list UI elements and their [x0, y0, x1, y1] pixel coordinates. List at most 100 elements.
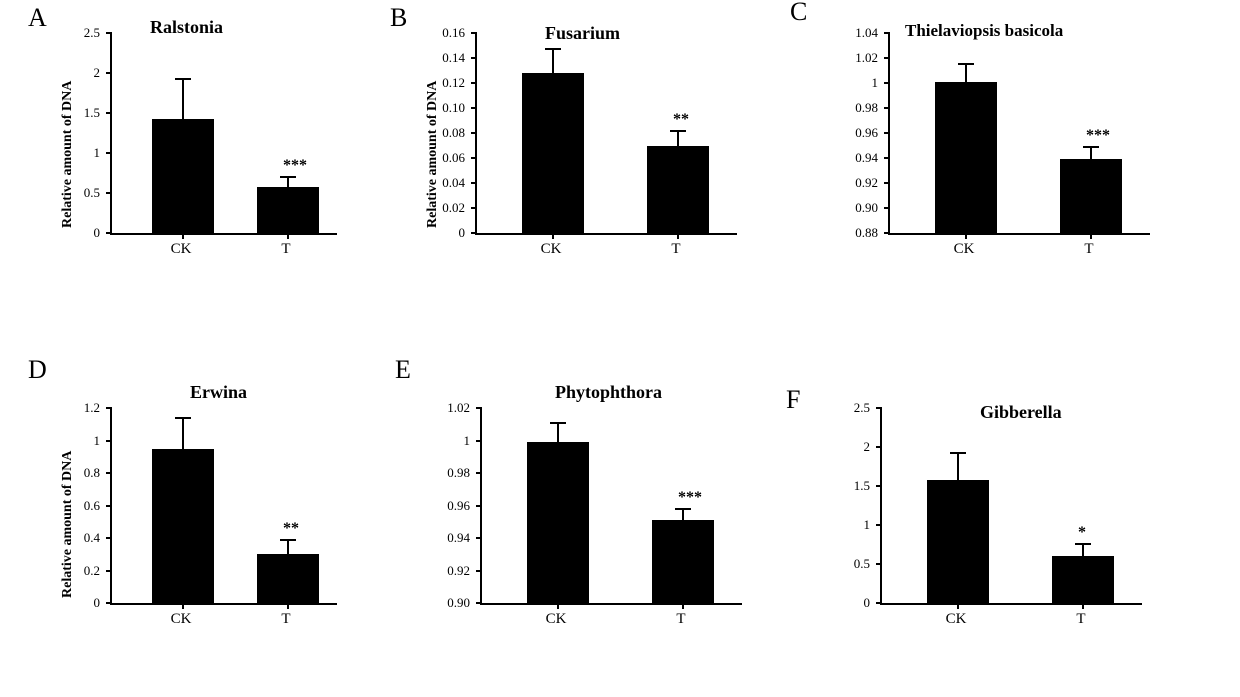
y-tick — [884, 157, 890, 159]
x-tick-label: CK — [536, 611, 576, 628]
error-cap — [175, 417, 191, 419]
panel-letter: B — [390, 3, 407, 33]
y-tick — [471, 207, 477, 209]
bar-t — [647, 146, 709, 234]
y-tick — [106, 505, 112, 507]
y-tick-label: 2.5 — [60, 25, 100, 41]
y-tick — [476, 440, 482, 442]
error-bar — [677, 131, 679, 146]
y-tick-label: 1.04 — [838, 25, 878, 41]
y-tick — [106, 32, 112, 34]
y-tick — [876, 446, 882, 448]
y-tick — [476, 602, 482, 604]
x-tick-label: T — [656, 241, 696, 258]
panel-letter: F — [786, 385, 800, 415]
y-tick — [106, 570, 112, 572]
x-tick-label: CK — [531, 241, 571, 258]
error-bar — [287, 177, 289, 187]
bar-ck — [527, 442, 589, 603]
error-cap — [670, 130, 686, 132]
error-bar — [182, 79, 184, 119]
y-tick — [471, 132, 477, 134]
error-bar — [552, 49, 554, 73]
y-tick-label: 1.5 — [830, 478, 870, 494]
y-tick-label: 0.10 — [425, 100, 465, 116]
y-tick-label: 1.2 — [60, 400, 100, 416]
x-tick — [552, 233, 554, 239]
y-tick-label: 0.92 — [430, 563, 470, 579]
error-cap — [950, 452, 966, 454]
y-tick-label: 0.06 — [425, 150, 465, 166]
y-tick-label: 0.98 — [430, 465, 470, 481]
panel-letter: C — [790, 0, 807, 27]
y-tick — [884, 32, 890, 34]
y-tick — [106, 192, 112, 194]
error-cap — [280, 176, 296, 178]
y-tick-label: 1 — [60, 145, 100, 161]
error-bar — [1090, 147, 1092, 160]
y-tick — [476, 505, 482, 507]
x-tick-label: CK — [944, 241, 984, 258]
bar-t — [1060, 159, 1122, 233]
error-cap — [550, 422, 566, 424]
x-tick — [182, 603, 184, 609]
error-cap — [1075, 543, 1091, 545]
y-tick — [884, 57, 890, 59]
y-tick — [106, 232, 112, 234]
x-tick-label: T — [1069, 241, 1109, 258]
x-tick-label: CK — [161, 611, 201, 628]
bar-ck — [152, 449, 214, 603]
significance-marker: * — [1078, 524, 1086, 542]
plot-area: ** — [110, 408, 337, 605]
y-tick — [876, 407, 882, 409]
y-tick-label: 0.08 — [425, 125, 465, 141]
y-tick — [884, 207, 890, 209]
figure-container: ARalstonia***Relative amount of DNA00.51… — [0, 0, 1240, 697]
error-bar — [965, 64, 967, 82]
x-tick — [965, 233, 967, 239]
error-cap — [175, 78, 191, 80]
y-tick-label: 1 — [60, 433, 100, 449]
y-tick-label: 0.4 — [60, 530, 100, 546]
significance-marker: ** — [283, 520, 299, 538]
bar-t — [257, 554, 319, 603]
plot-area: *** — [480, 408, 742, 605]
y-tick — [876, 524, 882, 526]
y-tick — [471, 157, 477, 159]
error-bar — [682, 509, 684, 520]
y-tick — [471, 182, 477, 184]
y-tick — [476, 537, 482, 539]
x-tick — [957, 603, 959, 609]
error-cap — [958, 63, 974, 65]
significance-marker: *** — [678, 489, 702, 507]
y-tick — [471, 82, 477, 84]
y-tick-label: 0.5 — [60, 185, 100, 201]
y-tick-label: 0.90 — [838, 200, 878, 216]
y-tick — [476, 472, 482, 474]
y-tick-label: 0.2 — [60, 563, 100, 579]
y-tick-label: 1.5 — [60, 105, 100, 121]
y-tick — [884, 132, 890, 134]
y-tick-label: 1.02 — [838, 50, 878, 66]
y-tick-label: 0.96 — [430, 498, 470, 514]
y-tick — [106, 152, 112, 154]
panel-letter: A — [28, 3, 47, 33]
plot-area: *** — [110, 33, 337, 235]
y-tick-label: 0.90 — [430, 595, 470, 611]
y-tick — [876, 563, 882, 565]
y-tick — [471, 232, 477, 234]
y-tick-label: 0.14 — [425, 50, 465, 66]
x-tick — [677, 233, 679, 239]
y-tick-label: 0.92 — [838, 175, 878, 191]
x-tick-label: CK — [161, 241, 201, 258]
bar-ck — [152, 119, 214, 233]
x-tick-label: T — [1061, 611, 1101, 628]
error-bar — [957, 453, 959, 480]
y-tick-label: 0.16 — [425, 25, 465, 41]
x-tick — [1082, 603, 1084, 609]
y-tick — [876, 602, 882, 604]
panel-title: Phytophthora — [555, 382, 662, 403]
error-bar — [182, 418, 184, 449]
y-tick-label: 0.04 — [425, 175, 465, 191]
y-tick-label: 0.02 — [425, 200, 465, 216]
